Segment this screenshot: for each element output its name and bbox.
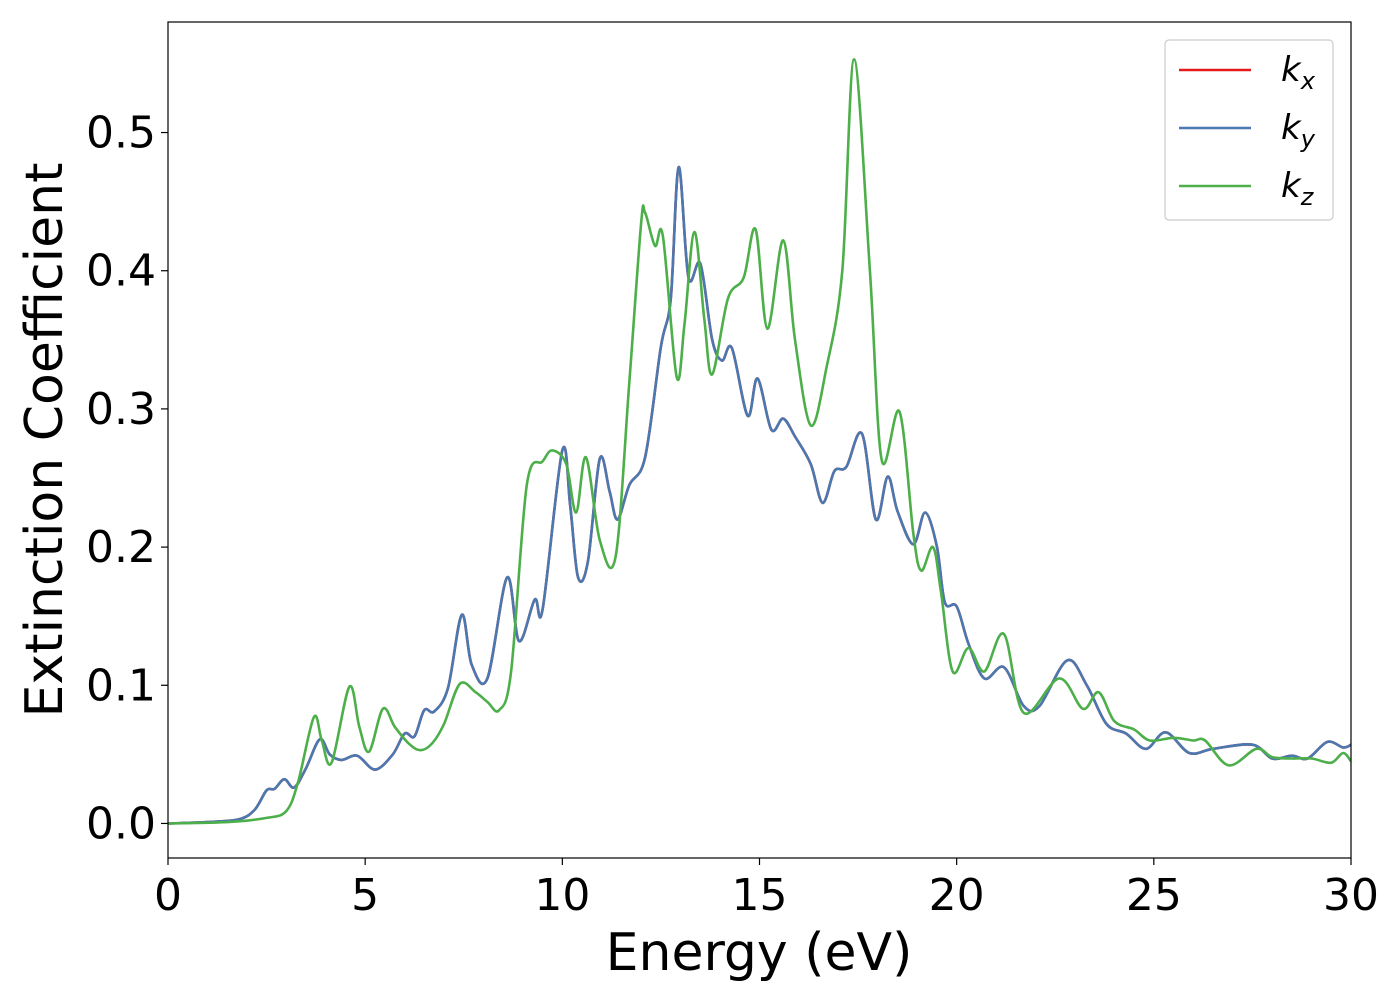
y-tick-label: 0.2 — [86, 522, 156, 573]
plot-background — [168, 22, 1351, 858]
x-tick-label: 5 — [351, 870, 379, 921]
x-tick-label: 20 — [929, 870, 985, 921]
x-tick-label: 0 — [154, 870, 182, 921]
legend-label-k-z: kz — [1281, 166, 1315, 211]
y-tick-label: 0.1 — [86, 660, 156, 711]
x-tick-label: 25 — [1126, 870, 1182, 921]
legend-label-k-y: ky — [1281, 108, 1316, 153]
series-line-k-z — [168, 58, 1351, 825]
y-tick-label: 0.5 — [86, 108, 156, 159]
y-tick-label: 0.4 — [86, 246, 156, 297]
x-axis-title: Energy (eV) — [606, 923, 913, 983]
x-tick-label: 30 — [1323, 870, 1379, 921]
y-tick-label: 0.3 — [86, 384, 156, 435]
y-axis: 0.0 0.1 0.2 0.3 0.4 0.5 — [86, 108, 168, 849]
x-tick-label: 10 — [534, 870, 590, 921]
series-line-k-y — [168, 165, 1351, 825]
y-axis-title: Extinction Coefficient — [15, 163, 75, 718]
legend-label-k-x: kx — [1281, 50, 1316, 95]
y-tick-label: 0.0 — [86, 798, 156, 849]
x-tick-label: 15 — [732, 870, 788, 921]
legend: kx ky kz — [1164, 39, 1334, 221]
series-layer — [168, 58, 1351, 825]
legend-box — [1164, 39, 1334, 221]
x-axis: 0 5 10 15 20 25 30 — [154, 858, 1379, 921]
